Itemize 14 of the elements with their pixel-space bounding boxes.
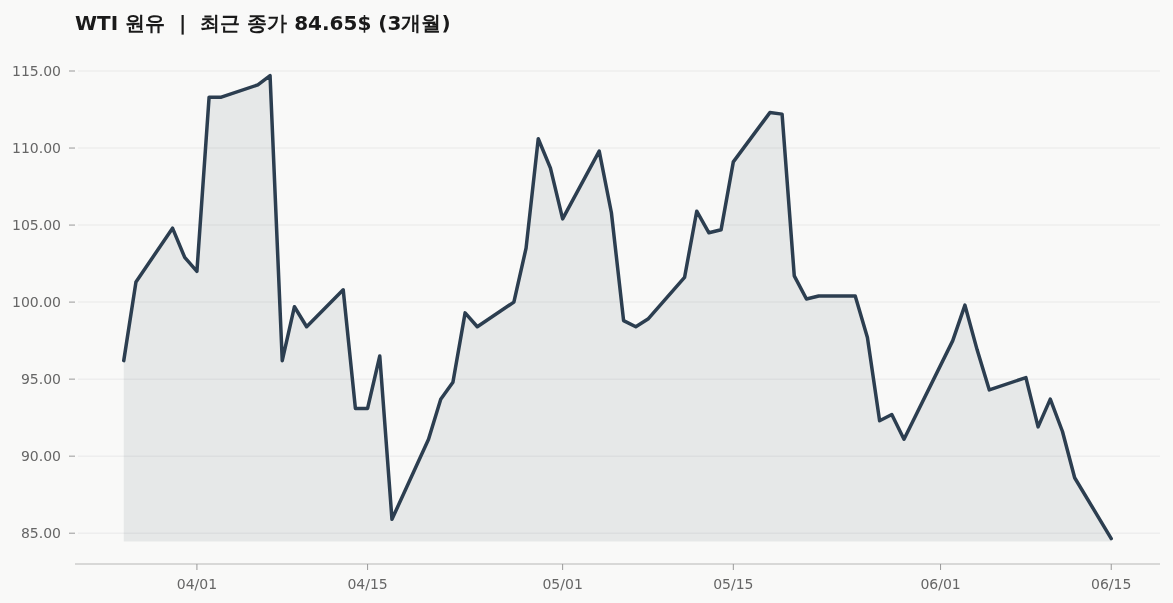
x-tick-label: 05/01 xyxy=(542,576,583,592)
y-tick-label: 110.00 xyxy=(12,140,61,157)
y-tick-label: 100.00 xyxy=(12,294,61,311)
y-tick-label: 105.00 xyxy=(12,217,61,234)
chart-title: WTI 원유 | 최근 종가 84.65$ (3개월) xyxy=(75,11,451,35)
x-tick-label: 06/15 xyxy=(1091,576,1132,592)
x-tick-label: 04/15 xyxy=(347,576,388,592)
y-tick-label: 85.00 xyxy=(20,525,61,542)
x-tick-label: 04/01 xyxy=(176,576,218,592)
y-tick-label: 95.00 xyxy=(20,371,61,388)
y-tick-label: 115.00 xyxy=(12,63,61,79)
x-tick-label: 05/15 xyxy=(713,576,754,592)
y-tick-label: 90.00 xyxy=(20,448,61,465)
x-tick-label: 06/01 xyxy=(920,576,961,592)
